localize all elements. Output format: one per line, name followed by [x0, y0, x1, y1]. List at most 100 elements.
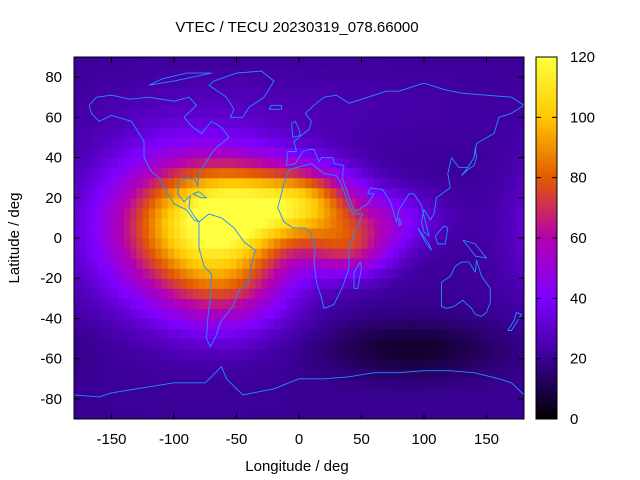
heatmap-cell [399, 117, 406, 128]
heatmap-cell [305, 107, 313, 118]
heatmap-cell [505, 238, 513, 249]
heatmap-cell [242, 328, 250, 340]
heatmap-cell [511, 187, 519, 199]
heatmap-cell [361, 248, 369, 259]
heatmap-cell [292, 298, 300, 309]
heatmap-cell [486, 278, 494, 289]
heatmap-cell [161, 227, 169, 239]
heatmap-cell [461, 268, 469, 279]
heatmap-cell [336, 288, 344, 299]
heatmap-cell [192, 408, 200, 419]
heatmap-cell [336, 268, 344, 279]
heatmap-cell [492, 67, 500, 78]
heatmap-cell [417, 167, 425, 179]
heatmap-cell [317, 177, 325, 189]
heatmap-cell [405, 197, 413, 209]
heatmap-cell [249, 57, 256, 68]
heatmap-cell [274, 127, 281, 139]
heatmap-cell [292, 187, 300, 199]
heatmap-cell [461, 117, 469, 128]
heatmap-cell [261, 318, 269, 330]
heatmap-cell [224, 117, 231, 128]
heatmap-cell [274, 398, 281, 410]
heatmap-cell [330, 268, 338, 279]
heatmap-cell [305, 368, 313, 380]
heatmap-cell [199, 137, 206, 149]
heatmap-cell [374, 268, 381, 279]
heatmap-cell [467, 217, 475, 229]
heatmap-cell [511, 358, 519, 370]
heatmap-cell [80, 177, 88, 189]
heatmap-cell [267, 348, 275, 360]
heatmap-cell [80, 227, 88, 239]
heatmap-cell [405, 318, 413, 330]
heatmap-cell [274, 167, 281, 179]
heatmap-cell [399, 298, 406, 309]
heatmap-cell [411, 127, 419, 139]
heatmap-cell [336, 227, 344, 239]
heatmap-cell [242, 378, 250, 390]
heatmap-cell [455, 348, 463, 360]
heatmap-cell [505, 67, 513, 78]
heatmap-cell [149, 378, 156, 390]
heatmap-cell [80, 278, 88, 289]
heatmap-cell [424, 368, 431, 380]
heatmap-cell [230, 217, 238, 229]
heatmap-cell [80, 368, 88, 380]
y-tick-label: 80 [45, 69, 62, 86]
heatmap-cell [136, 348, 144, 360]
heatmap-cell [86, 268, 94, 279]
heatmap-cell [480, 187, 488, 199]
colorbar-tick-label: 60 [570, 230, 587, 247]
heatmap-cell [117, 217, 125, 229]
heatmap-cell [505, 248, 513, 259]
heatmap-cell [124, 97, 131, 108]
heatmap-cell [80, 408, 88, 419]
heatmap-cell [230, 137, 238, 149]
heatmap-cell [192, 278, 200, 289]
heatmap-cell [174, 77, 181, 88]
heatmap-cell [86, 87, 94, 98]
heatmap-cell [180, 238, 188, 249]
heatmap-cell [274, 67, 281, 78]
heatmap-cell [474, 318, 481, 330]
heatmap-cell [367, 67, 375, 78]
heatmap-cell [336, 258, 344, 269]
heatmap-cell [230, 248, 238, 259]
heatmap-cell [511, 258, 519, 269]
heatmap-cell [511, 177, 519, 189]
heatmap-cell [167, 67, 175, 78]
heatmap-cell [324, 197, 331, 209]
heatmap-cell [380, 328, 388, 340]
heatmap-cell [167, 268, 175, 279]
heatmap-cell [242, 187, 250, 199]
heatmap-cell [474, 368, 481, 380]
heatmap-cell [242, 147, 250, 159]
heatmap-cell [249, 318, 256, 330]
heatmap-cell [161, 187, 169, 199]
heatmap-cell [136, 77, 144, 88]
heatmap-cell [436, 358, 444, 370]
heatmap-cell [130, 318, 138, 330]
heatmap-cell [355, 57, 363, 68]
heatmap-cell [367, 358, 375, 370]
heatmap-cell [242, 298, 250, 309]
heatmap-cell [224, 378, 231, 390]
heatmap-cell [92, 408, 100, 419]
heatmap-cell [405, 137, 413, 149]
heatmap-cell [367, 127, 375, 139]
heatmap-cell [167, 388, 175, 400]
heatmap-cell [486, 408, 494, 419]
heatmap-cell [217, 127, 225, 139]
heatmap-cell [192, 137, 200, 149]
heatmap-cell [336, 308, 344, 320]
heatmap-cell [136, 167, 144, 179]
heatmap-cell [280, 227, 288, 239]
heatmap-cell [305, 177, 313, 189]
heatmap-cell [149, 207, 156, 219]
heatmap-cell [399, 227, 406, 239]
heatmap-cell [105, 77, 113, 88]
heatmap-cell [411, 338, 419, 350]
heatmap-cell [274, 368, 281, 380]
heatmap-cell [486, 348, 494, 360]
